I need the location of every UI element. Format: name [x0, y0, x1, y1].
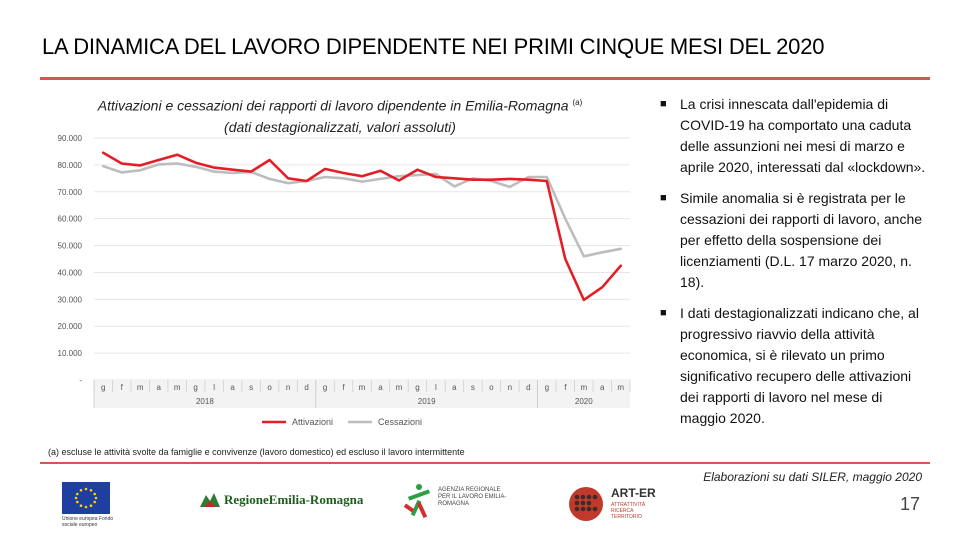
series-line-attivazioni	[101, 151, 623, 302]
x-tick-label: m	[137, 383, 144, 392]
eu-logo-caption: Unione europea Fondo sociale europeo	[62, 516, 114, 528]
x-tick-label: m	[396, 383, 403, 392]
bullet-item: ■ I dati destagionalizzati indicano che,…	[660, 303, 930, 429]
x-tick-label: s	[471, 383, 475, 392]
arter-tagline: ATTRATTIVITÀ RICERCA TERRITORIO	[611, 502, 646, 520]
x-tick-label: a	[378, 383, 383, 392]
source-note: Elaborazioni su dati SILER, maggio 2020	[703, 470, 922, 484]
y-tick-label: 80.000	[58, 161, 83, 170]
eu-flag-logo	[62, 482, 110, 514]
series-line-cessazioni	[101, 162, 623, 258]
x-tick-label: g	[545, 383, 549, 392]
x-tick-label: g	[415, 383, 419, 392]
x-tick-label: m	[174, 383, 181, 392]
y-tick-label: -	[79, 376, 82, 385]
legend-label: Cessazioni	[378, 417, 422, 427]
chart-title: Attivazioni e cessazioni dei rapporti di…	[40, 92, 640, 138]
arter-logo-icon	[569, 487, 603, 521]
year-label: 2020	[575, 397, 593, 406]
x-tick-label: f	[564, 383, 567, 392]
x-tick-label: a	[600, 383, 605, 392]
x-tick-label: a	[230, 383, 235, 392]
bullet-text: La crisi innescata dall'epidemia di COVI…	[680, 96, 926, 175]
page-title: LA DINAMICA DEL LAVORO DIPENDENTE NEI PR…	[42, 34, 825, 59]
y-tick-label: 20.000	[58, 322, 83, 331]
bullet-item: ■ La crisi innescata dall'epidemia di CO…	[660, 94, 930, 178]
x-tick-label: d	[304, 383, 308, 392]
chart-footnote: (a) escluse le attività svolte da famigl…	[48, 447, 465, 457]
agency-name: AGENZIA REGIONALE PER IL LAVORO EMILIA-R…	[438, 487, 507, 507]
region-name: RegioneEmilia-Romagna	[224, 492, 364, 507]
bullet-text: I dati destagionalizzati indicano che, a…	[680, 305, 919, 426]
x-tick-label: g	[323, 383, 327, 392]
x-tick-label: m	[617, 383, 624, 392]
region-emblem-icon	[200, 493, 220, 507]
y-tick-label: 90.000	[58, 134, 83, 143]
agency-logo-icon	[403, 484, 431, 519]
y-tick-label: 40.000	[58, 268, 83, 277]
x-tick-label: d	[526, 383, 530, 392]
x-tick-label: g	[193, 383, 197, 392]
x-tick-label: m	[359, 383, 366, 392]
footer-divider	[40, 462, 930, 464]
year-label: 2019	[418, 397, 436, 406]
x-tick-label: a	[156, 383, 161, 392]
x-tick-label: o	[267, 383, 272, 392]
x-tick-label: n	[286, 383, 290, 392]
title-divider	[40, 77, 930, 80]
page-number: 17	[899, 494, 920, 514]
y-tick-label: 50.000	[58, 242, 83, 251]
eu-stars-icon	[74, 487, 98, 509]
bullet-square-icon: ■	[660, 192, 667, 204]
y-tick-label: 70.000	[58, 188, 83, 197]
bullet-text: Simile anomalia si è registrata per le c…	[680, 190, 923, 290]
bullet-square-icon: ■	[660, 98, 667, 110]
x-tick-label: s	[249, 383, 253, 392]
x-tick-label: l	[213, 383, 215, 392]
x-tick-label: f	[121, 383, 124, 392]
x-tick-label: l	[435, 383, 437, 392]
chart-title-main: Attivazioni e cessazioni dei rapporti di…	[97, 97, 569, 114]
y-tick-label: 60.000	[58, 215, 83, 224]
y-tick-label: 30.000	[58, 295, 83, 304]
x-tick-label: m	[580, 383, 587, 392]
chart-title-note-ref: (a)	[572, 98, 583, 107]
bullet-list: ■ La crisi innescata dall'epidemia di CO…	[660, 94, 930, 439]
year-label: 2018	[196, 397, 214, 406]
bullet-square-icon: ■	[660, 307, 667, 319]
y-tick-label: 10.000	[58, 349, 83, 358]
x-tick-label: o	[489, 383, 494, 392]
plot-area	[94, 138, 630, 380]
line-chart: - 10.000 20.000 30.000 40.000 50.000 60.000 70.…	[58, 134, 631, 427]
arter-name: ART-ER	[611, 486, 656, 500]
legend-label: Attivazioni	[292, 417, 333, 427]
x-tick-label: a	[452, 383, 457, 392]
bullet-item: ■ Simile anomalia si è registrata per le…	[660, 188, 930, 293]
x-category-band	[94, 380, 630, 408]
x-tick-label: n	[508, 383, 512, 392]
region-logo: RegioneEmilia-Romagna	[200, 492, 363, 508]
x-tick-label: f	[342, 383, 345, 392]
chart-subtitle: (dati destagionalizzati, valori assoluti…	[224, 118, 456, 135]
x-tick-label: g	[101, 383, 105, 392]
